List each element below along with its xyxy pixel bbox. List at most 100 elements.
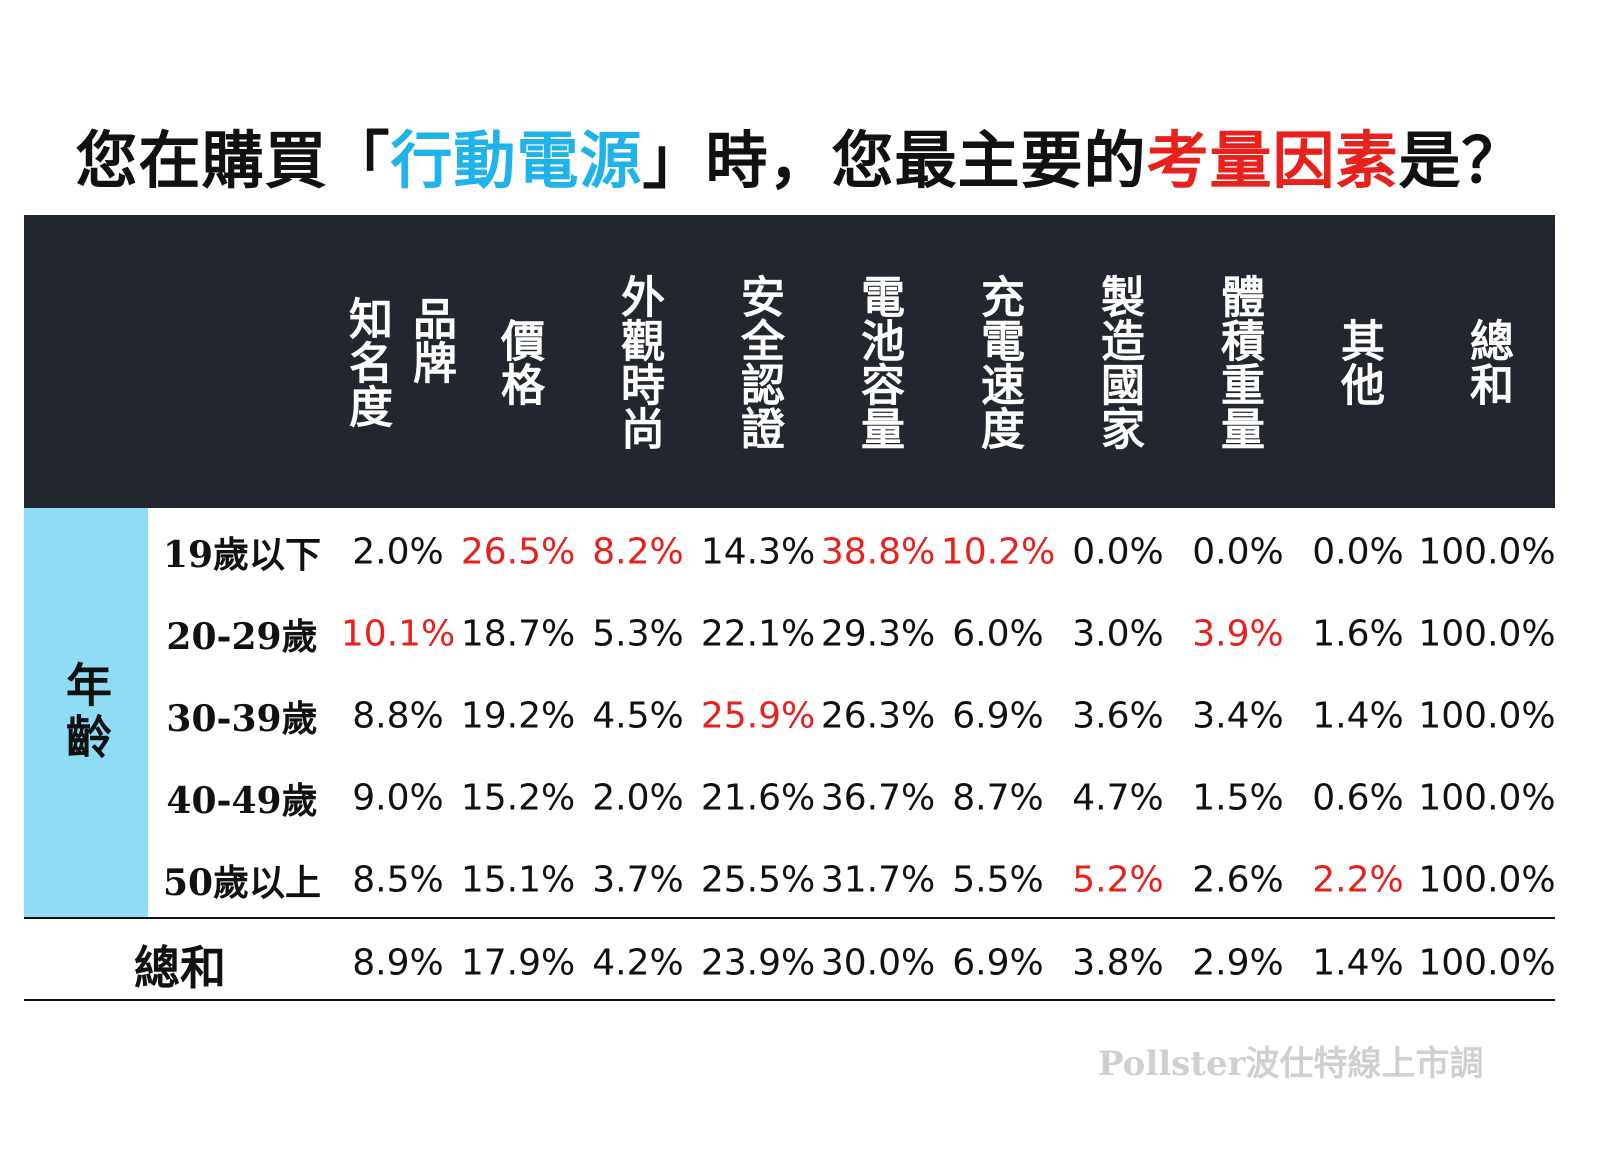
column-header-text: 安全認證: [726, 274, 790, 450]
cell: 2.2%: [1312, 859, 1404, 901]
cell: 100.0%: [1418, 613, 1556, 655]
cell: 100.0%: [1418, 942, 1556, 984]
cell: 3.4%: [1192, 695, 1284, 737]
cell: 0.0%: [1312, 531, 1404, 573]
cell: 8.9%: [352, 942, 444, 984]
cell: 2.0%: [352, 531, 444, 573]
cell: 5.3%: [592, 613, 684, 655]
column-header-text: 體積重量: [1206, 274, 1270, 450]
column-header: 充電速度: [966, 215, 1030, 508]
column-header: 總和: [1455, 215, 1519, 508]
cell: 31.7%: [820, 859, 936, 901]
watermark: Pollster波仕特線上市調: [1098, 1044, 1484, 1084]
cell: 8.7%: [952, 777, 1044, 819]
cell: 6.0%: [952, 613, 1044, 655]
cell: 100.0%: [1418, 859, 1556, 901]
column-header-text: 總和: [1455, 318, 1519, 406]
column-header: 品牌 知名度: [334, 215, 462, 508]
title-part: 是？: [1398, 124, 1525, 197]
cell: 29.3%: [820, 613, 936, 655]
cell: 0.0%: [1072, 531, 1164, 573]
cell: 1.4%: [1312, 695, 1404, 737]
column-header-line: 總和: [1462, 317, 1513, 406]
cell: 30.0%: [820, 942, 936, 984]
cell: 6.9%: [952, 942, 1044, 984]
cell: 10.1%: [340, 613, 456, 655]
cell: 8.5%: [352, 859, 444, 901]
cell: 15.2%: [460, 777, 576, 819]
title-part: 考量因素: [1146, 124, 1399, 197]
cell: 2.6%: [1192, 859, 1284, 901]
column-header: 電池容量: [846, 215, 910, 508]
cell: 1.5%: [1192, 777, 1284, 819]
column-header: 安全認證: [726, 215, 790, 508]
title-part: 您在購買「: [75, 124, 391, 197]
column-header: 體積重量: [1206, 215, 1270, 508]
cell: 15.1%: [460, 859, 576, 901]
cell: 3.6%: [1072, 695, 1164, 737]
cell: 26.3%: [820, 695, 936, 737]
cell: 36.7%: [820, 777, 936, 819]
column-header-text: 製造國家: [1086, 274, 1150, 450]
cell: 23.9%: [700, 942, 816, 984]
cell: 10.2%: [940, 531, 1056, 573]
column-header-line: 價格: [493, 317, 544, 406]
cell: 8.2%: [592, 531, 684, 573]
column-header-line: 其他: [1333, 317, 1384, 406]
total-label: 總和: [134, 941, 226, 995]
cell: 6.9%: [952, 695, 1044, 737]
column-header: 其他: [1326, 215, 1390, 508]
column-header-text: 品牌 知名度: [334, 296, 462, 428]
cell: 0.6%: [1312, 777, 1404, 819]
cell: 100.0%: [1418, 531, 1556, 573]
cell: 1.6%: [1312, 613, 1404, 655]
row-label: 30-39歲: [166, 698, 318, 740]
column-header-line: 品牌: [405, 295, 456, 384]
column-header-line: 外觀時尚: [613, 273, 664, 450]
cell: 21.6%: [700, 777, 816, 819]
cell: 3.0%: [1072, 613, 1164, 655]
column-header-line: 充電速度: [973, 273, 1024, 450]
cell: 2.0%: [592, 777, 684, 819]
cell: 3.9%: [1192, 613, 1284, 655]
cell: 4.5%: [592, 695, 684, 737]
cell: 14.3%: [700, 531, 816, 573]
column-header: 製造國家: [1086, 215, 1150, 508]
cell: 1.4%: [1312, 942, 1404, 984]
title: 您在購買「行動電源」時，您最主要的考量因素是？: [0, 110, 1600, 200]
divider: [24, 999, 1555, 1001]
title-part: 行動電源: [390, 124, 643, 197]
cell: 38.8%: [820, 531, 936, 573]
group-band: 年齡: [24, 508, 148, 918]
cell: 3.8%: [1072, 942, 1164, 984]
title-part: 」時，您最主要的: [642, 124, 1147, 197]
cell: 22.1%: [700, 613, 816, 655]
column-header-line: 電池容量: [853, 273, 904, 450]
column-header-text: 外觀時尚: [606, 274, 670, 450]
cell: 5.5%: [952, 859, 1044, 901]
column-header-text: 電池容量: [846, 274, 910, 450]
cell: 19.2%: [460, 695, 576, 737]
cell: 0.0%: [1192, 531, 1284, 573]
cell: 100.0%: [1418, 777, 1556, 819]
cell: 17.9%: [460, 942, 576, 984]
header-band: [24, 215, 1555, 508]
row-label: 19歲以下: [162, 534, 322, 576]
cell: 25.5%: [700, 859, 816, 901]
cell: 8.8%: [352, 695, 444, 737]
cell: 9.0%: [352, 777, 444, 819]
cell: 5.2%: [1072, 859, 1164, 901]
cell: 18.7%: [460, 613, 576, 655]
cell: 2.9%: [1192, 942, 1284, 984]
column-header-line: 體積重量: [1213, 273, 1264, 450]
column-header-line: 製造國家: [1093, 273, 1144, 450]
divider: [24, 917, 1555, 919]
column-header-line: 知名度: [341, 295, 392, 428]
cell: 26.5%: [460, 531, 576, 573]
group-label: 年齡: [59, 661, 113, 765]
cell: 100.0%: [1418, 695, 1556, 737]
cell: 4.2%: [592, 942, 684, 984]
row-label: 20-29歲: [166, 616, 318, 658]
cell: 25.9%: [700, 695, 816, 737]
